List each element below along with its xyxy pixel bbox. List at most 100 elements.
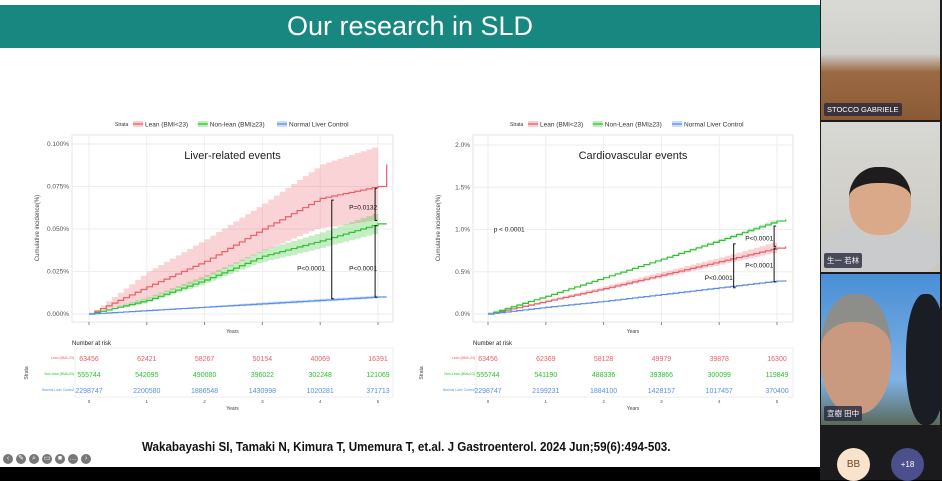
risk-count: 63456 xyxy=(79,356,99,363)
confidence-band xyxy=(89,212,378,314)
back-icon[interactable]: ‹ xyxy=(3,454,13,464)
y-tick-label: 0.100% xyxy=(47,141,69,148)
y-tick-label: 1.5% xyxy=(455,184,470,191)
y-tick-label: 0.025% xyxy=(47,269,69,276)
risk-x-tick: 2 xyxy=(203,399,206,404)
forward-icon[interactable]: › xyxy=(81,454,91,464)
x-axis-label: Years xyxy=(627,329,640,335)
p-value-bracket xyxy=(374,187,378,221)
avatar[interactable]: BB xyxy=(837,448,870,481)
risk-count: 62421 xyxy=(137,356,157,363)
risk-count: 1886548 xyxy=(191,388,218,395)
more-participants-button[interactable]: +18 xyxy=(891,448,924,481)
risk-x-label: Years xyxy=(226,406,239,412)
legend-entry: Non-lean (BMI≥23) xyxy=(210,122,265,129)
risk-x-tick: 2 xyxy=(602,399,605,404)
risk-x-label: Years xyxy=(627,406,640,412)
risk-count: 371713 xyxy=(366,388,389,395)
risk-x-tick: 3 xyxy=(660,399,663,404)
castle xyxy=(906,294,940,425)
risk-count: 490080 xyxy=(193,372,216,379)
risk-count: 1428157 xyxy=(648,388,675,395)
y-tick-label: 1.0% xyxy=(455,227,470,234)
risk-table-panel xyxy=(475,347,794,398)
risk-count: 119849 xyxy=(766,372,789,379)
survival-curve xyxy=(89,223,387,315)
x-axis-label: Years xyxy=(226,329,239,335)
pen-icon[interactable]: ✎ xyxy=(16,454,26,464)
risk-count: 16300 xyxy=(767,356,787,363)
legend-entry: Normal Liver Control xyxy=(684,122,744,129)
p-value-bracket xyxy=(733,243,736,289)
risk-count: 40069 xyxy=(310,356,330,363)
risk-x-tick: 0 xyxy=(88,399,91,404)
survival-curve xyxy=(89,164,388,315)
legend-entry: Lean (BMI<23) xyxy=(145,122,188,129)
citation: Wakabayashi SI, Tamaki N, Kimura T, Umem… xyxy=(142,440,671,454)
risk-x-tick: 1 xyxy=(545,399,548,404)
face xyxy=(849,167,911,235)
camera-icon[interactable]: ■ xyxy=(55,454,65,464)
risk-count: 121069 xyxy=(366,372,389,379)
survival-curve xyxy=(488,246,787,315)
zoom-icon[interactable]: ⌕ xyxy=(29,454,39,464)
more-icon[interactable]: … xyxy=(68,454,78,464)
chart-title: Liver-related events xyxy=(184,150,281,162)
risk-count: 1020281 xyxy=(307,388,334,395)
captions-icon[interactable]: ▭ xyxy=(42,454,52,464)
risk-count: 542095 xyxy=(135,372,158,379)
y-tick-label: 0.075% xyxy=(47,184,69,191)
slide-title: Our research in SLD xyxy=(0,5,820,48)
slide-toolbar: ‹ ✎ ⌕ ▭ ■ … › xyxy=(3,454,91,464)
risk-count: 396022 xyxy=(251,372,274,379)
risk-count: 541190 xyxy=(534,372,557,379)
participant-tile[interactable]: 宣樹 田中 xyxy=(821,274,940,425)
risk-count: 488336 xyxy=(592,372,615,379)
legend-entry: Non-Lean (BMI≥23) xyxy=(605,122,662,129)
risk-row-label: Lean (BMI<23) xyxy=(51,356,74,360)
p-value-bracket xyxy=(773,225,777,247)
cardiovascular-events-chart: 0.0% 0.5% 1.0% 1.5% 2.0% Years Cumulative inci… xyxy=(419,121,794,412)
p-value-label: P<0.0001 xyxy=(297,266,325,273)
y-tick-label: 0.0% xyxy=(455,311,470,318)
risk-row-label: Lean (BMI<23) xyxy=(452,356,475,360)
risk-x-tick: 0 xyxy=(487,399,490,404)
y-tick-label: 0.050% xyxy=(47,226,69,233)
participant-tile[interactable]: 生一 若林 xyxy=(821,122,940,272)
risk-table-ylabel: Strata xyxy=(24,366,30,380)
risk-count: 16391 xyxy=(368,356,388,363)
p-value-label: P<0.0001 xyxy=(745,235,773,242)
risk-count: 50154 xyxy=(253,356,273,363)
legend-entry: Lean (BMI<23) xyxy=(540,122,583,129)
chart-title: Cardiovascular events xyxy=(579,150,688,162)
risk-count: 300099 xyxy=(708,372,731,379)
risk-x-tick: 4 xyxy=(319,399,322,404)
risk-row-label: Non-lean (BMI≥23) xyxy=(44,372,74,376)
y-tick-label: 0.5% xyxy=(455,269,470,276)
y-tick-label: 0.000% xyxy=(47,311,69,318)
participant-tile[interactable]: STOCCO GABRIELE xyxy=(821,0,940,120)
risk-count: 555744 xyxy=(476,372,499,379)
risk-x-tick: 4 xyxy=(718,399,721,404)
risk-table-title: Number at risk xyxy=(72,341,112,347)
bottom-bar xyxy=(0,467,820,480)
confidence-band xyxy=(488,218,777,314)
risk-row-label: Normal Liver Control xyxy=(42,388,74,392)
risk-count: 2298747 xyxy=(75,388,102,395)
risk-count: 555744 xyxy=(77,372,100,379)
risk-count: 1884100 xyxy=(590,388,617,395)
y-axis-label: Cumulative incidence(%) xyxy=(35,195,41,261)
overall-p-value: p < 0.0001 xyxy=(494,227,525,234)
plot-panel xyxy=(472,134,794,323)
risk-count: 370400 xyxy=(765,388,788,395)
p-value-label: P<0.0001 xyxy=(745,263,773,270)
risk-x-tick: 1 xyxy=(146,399,149,404)
participants-panel: STOCCO GABRIELE 生一 若林 宣樹 田中 BB +18 xyxy=(820,0,942,481)
risk-count: 58267 xyxy=(195,356,215,363)
risk-count: 39878 xyxy=(709,356,729,363)
risk-count: 49979 xyxy=(652,356,672,363)
legend-title: Strata xyxy=(115,122,129,128)
risk-row-label: Non-Lean (BMI≥23) xyxy=(444,372,475,376)
risk-table-ylabel: Strata xyxy=(419,366,425,380)
p-value-bracket xyxy=(374,225,378,298)
